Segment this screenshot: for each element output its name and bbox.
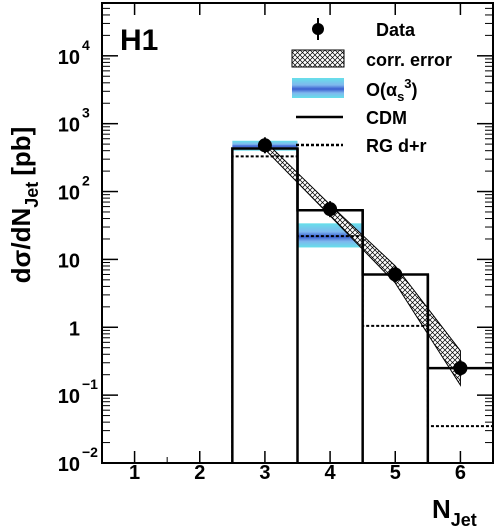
- data-point: [388, 267, 403, 282]
- y-tick-label: 1: [69, 318, 80, 340]
- legend-data-label: Data: [376, 20, 416, 40]
- y-tick-exponent: 4: [82, 37, 90, 53]
- y-tick-exponent: −1: [82, 376, 98, 392]
- y-tick-label: 10: [58, 454, 80, 476]
- x-tick-label-1: 1: [129, 462, 140, 484]
- y-tick-exponent: −2: [82, 444, 98, 460]
- y-tick-exponent: 3: [82, 105, 90, 121]
- y-tick-label: 10: [58, 47, 80, 69]
- data-point: [257, 138, 272, 153]
- histogram-layer: [231, 147, 493, 463]
- legend-rg-label: RG d+r: [366, 136, 427, 156]
- legend-corr-error-label: corr. error: [366, 50, 452, 70]
- legend-oalpha-swatch: [292, 78, 344, 98]
- y-tick-label: 10: [58, 183, 80, 205]
- data-points-layer: [257, 137, 468, 377]
- data-point: [453, 361, 468, 376]
- legend-data-marker: [312, 18, 324, 40]
- x-tick-label-6: 6: [455, 462, 466, 484]
- experiment-label: H1: [120, 24, 158, 57]
- x-tick-label-3: 3: [259, 462, 270, 484]
- x-tick-label-2: 2: [194, 462, 205, 484]
- y-tick-exponent: 2: [82, 173, 90, 189]
- legend-corr-error-swatch: [291, 49, 345, 68]
- x-tick-label-5: 5: [390, 462, 401, 484]
- x-axis-title: NJet: [432, 494, 477, 530]
- bands-layer: [232, 140, 461, 387]
- legend-oalpha-label: O(αs3): [366, 76, 418, 104]
- y-tick-label: 10: [58, 250, 80, 272]
- corr-error-band: [264, 140, 461, 387]
- y-tick-label: 10: [58, 386, 80, 408]
- y-axis-title: dσ/dNJet[pb]: [6, 127, 42, 284]
- y-tick-label: 10: [58, 115, 80, 137]
- legend: Data corr. error O(αs3) CDM RG d+r: [291, 18, 452, 156]
- x-tick-label-4: 4: [325, 462, 337, 484]
- legend-cdm-label: CDM: [366, 108, 407, 128]
- data-point: [323, 202, 338, 217]
